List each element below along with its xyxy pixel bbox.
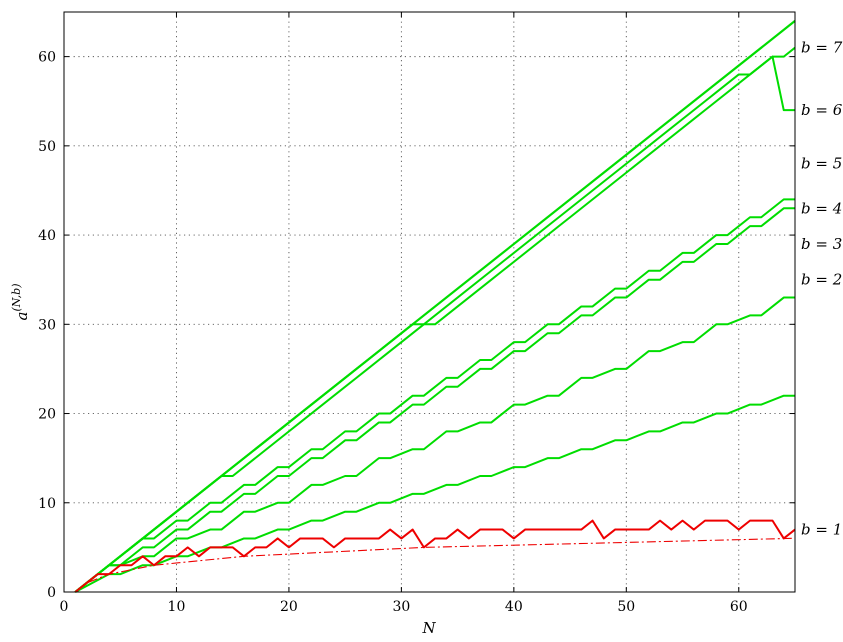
label-layer: b = 7 b = 6 b = 5 b = 4 b = 3 b = 2 b = 1	[801, 39, 843, 539]
grid-layer	[64, 12, 795, 592]
series-layer	[74, 20, 796, 593]
series-line-b-6	[74, 55, 795, 593]
series-line-b-1	[74, 519, 796, 593]
y-tick-label: 40	[38, 228, 56, 244]
x-tick-label: 30	[392, 599, 410, 615]
series-line-b-2	[74, 394, 795, 593]
curve-label: b = 3	[801, 235, 842, 253]
tick-layer: 0 10 20 30 40 50 60 0 10 20 30 40 50 60	[38, 12, 795, 615]
y-tick-label: 30	[38, 317, 56, 333]
y-axis-label: a(N,b)	[10, 284, 31, 321]
x-tick-label: 50	[617, 599, 635, 615]
x-tick-label: 10	[168, 599, 186, 615]
plot-frame	[63, 11, 796, 593]
series-line-b-7	[74, 46, 796, 593]
curve-label: b = 1	[801, 521, 842, 539]
y-tick-label: 0	[47, 585, 56, 601]
x-tick-label: 0	[60, 599, 69, 615]
x-axis-label: N	[421, 619, 436, 637]
curve-label: b = 4	[801, 199, 842, 217]
y-tick-label: 20	[38, 407, 56, 423]
y-tick-label: 60	[38, 50, 56, 66]
curve-label: b = 7	[801, 39, 843, 57]
curve-label: b = 6	[801, 101, 843, 119]
y-tick-label: 10	[38, 496, 56, 512]
series-line-b-4	[74, 207, 795, 593]
series-line-b-5	[74, 198, 795, 593]
x-tick-label: 20	[280, 599, 298, 615]
curve-label: b = 2	[801, 271, 842, 289]
x-tick-label: 40	[505, 599, 523, 615]
curve-label: b = 5	[801, 155, 842, 173]
y-tick-label: 50	[38, 139, 56, 155]
x-tick-label: 60	[730, 599, 748, 615]
reference-curve-dashdot	[74, 537, 796, 593]
series-line-b-3	[74, 296, 795, 593]
